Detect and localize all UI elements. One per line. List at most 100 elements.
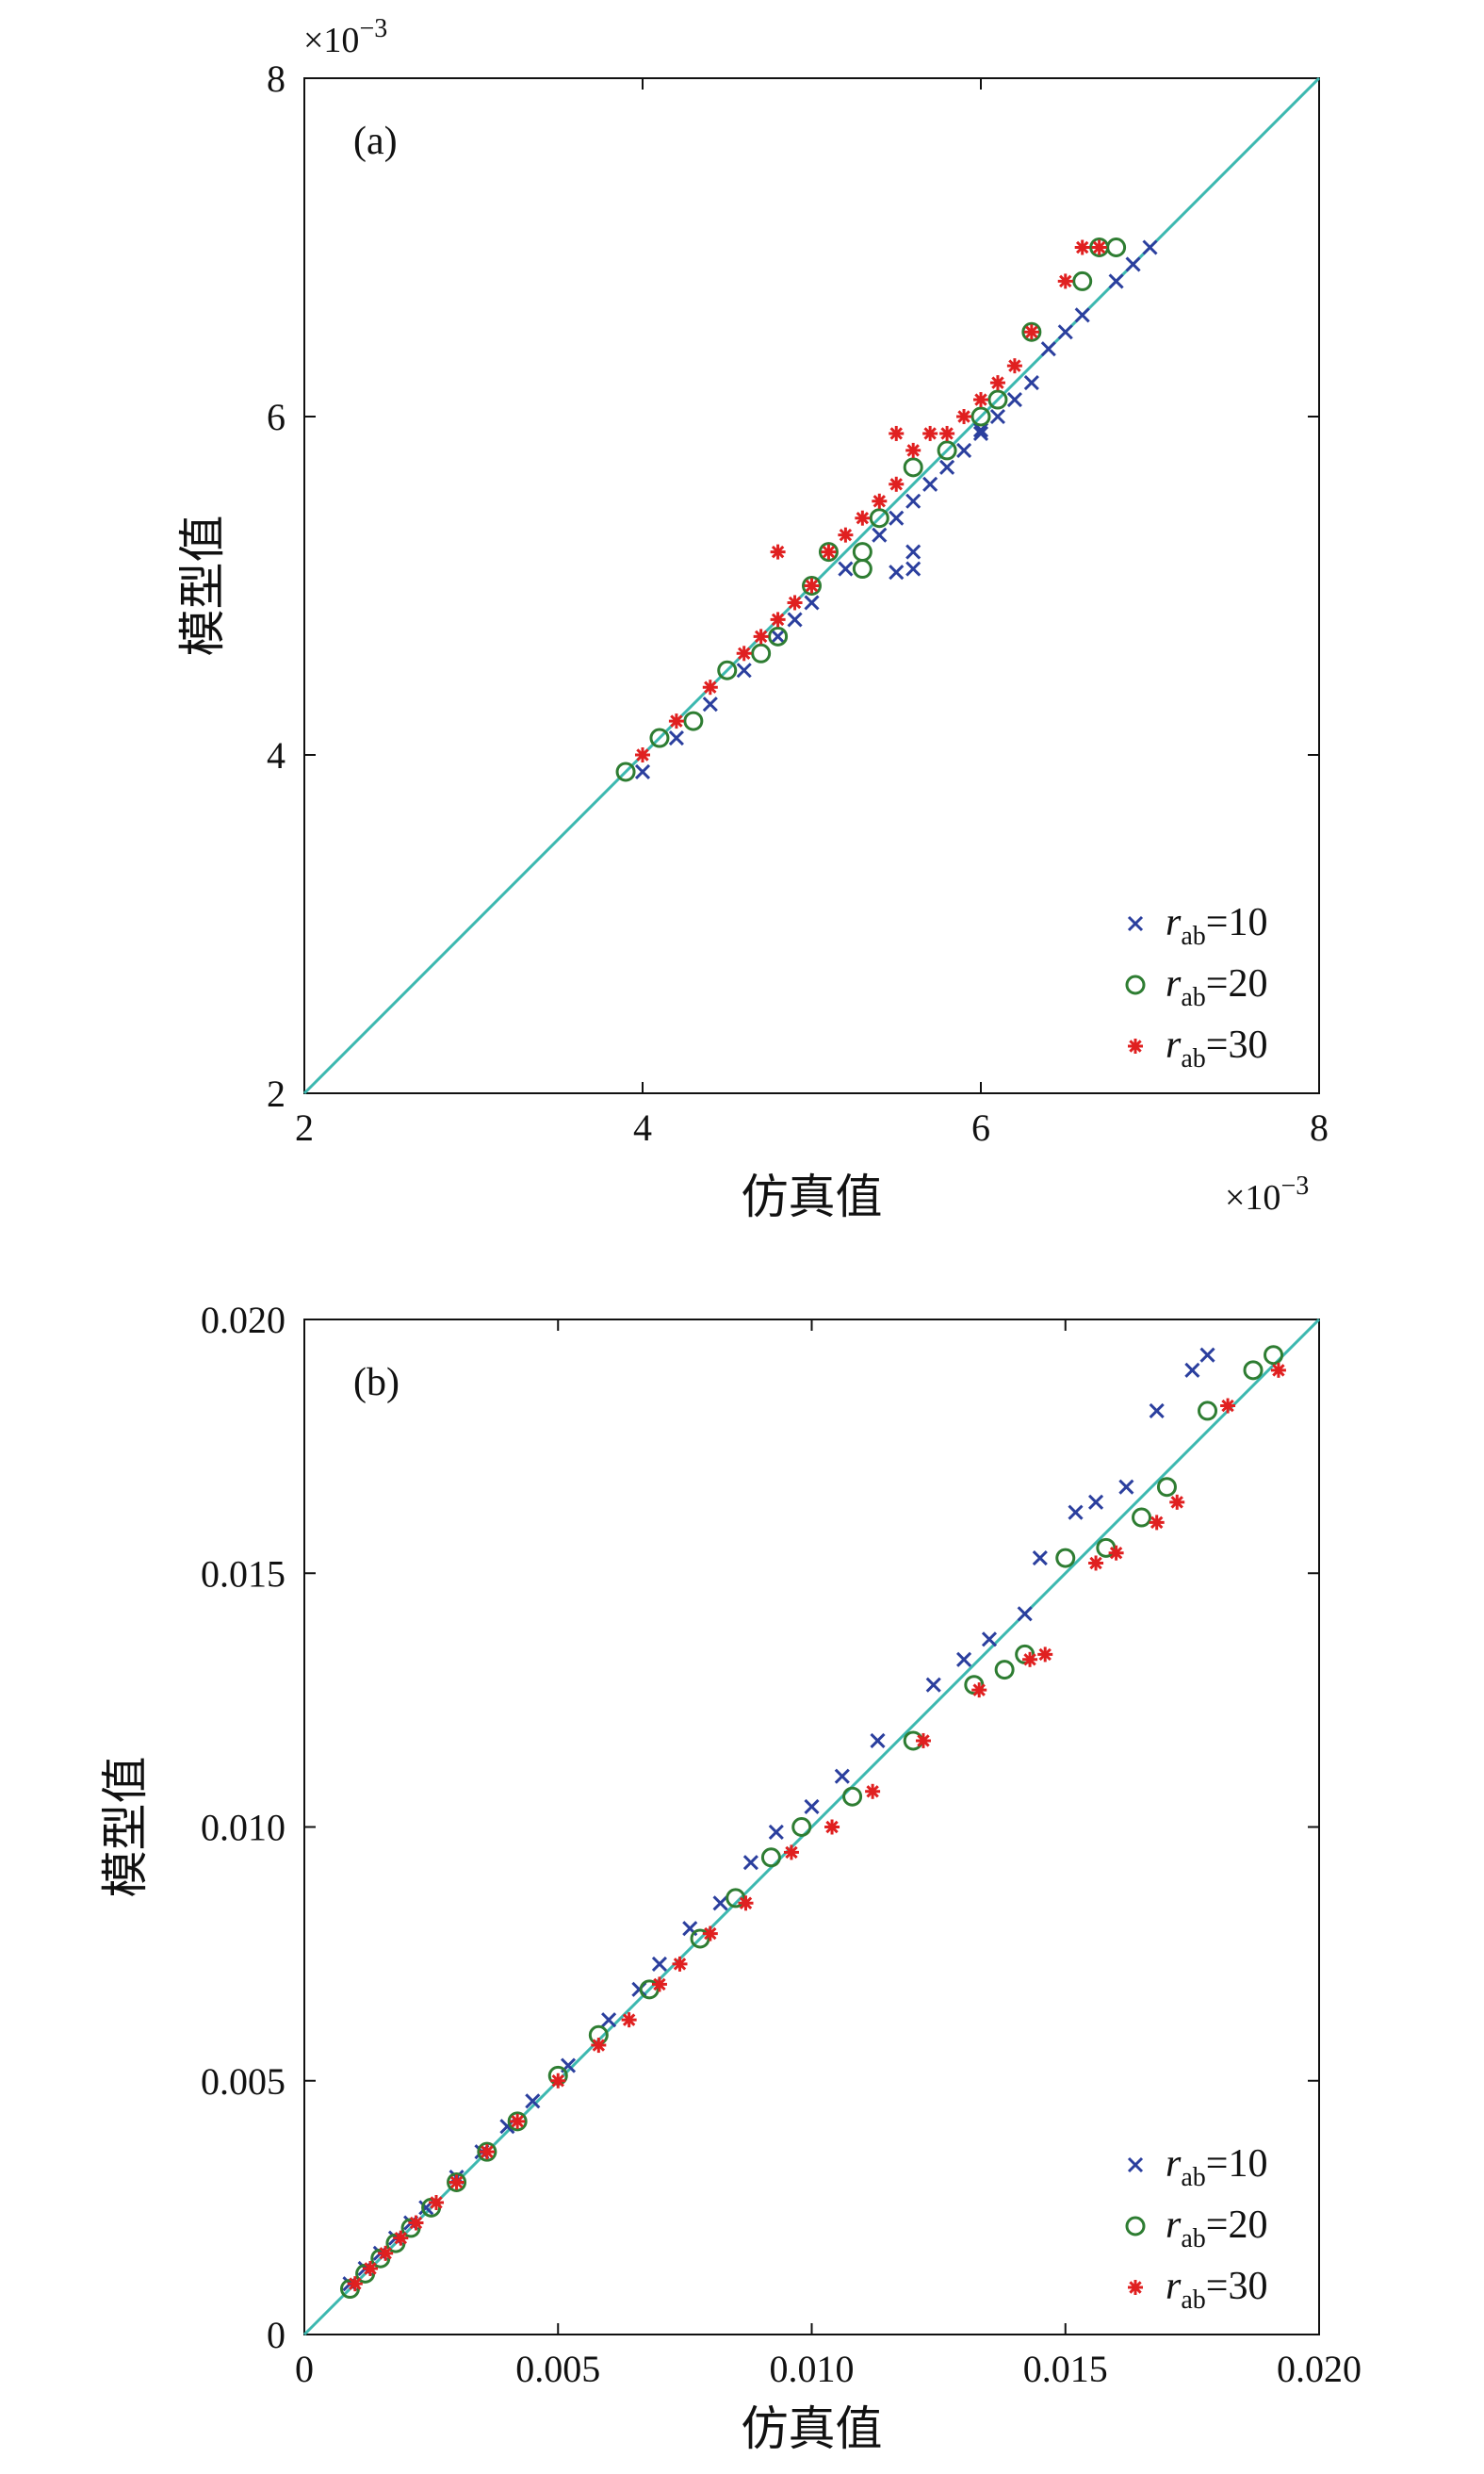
data-point: [702, 1925, 718, 1942]
data-point: [1106, 238, 1127, 257]
legend: rab=10 rab=20 rab=30: [1125, 901, 1267, 1073]
x-tick-label: 0.015: [1023, 2348, 1108, 2390]
legend-marker: [1125, 975, 1146, 995]
y-tick-label: 0: [267, 2314, 285, 2356]
data-point: [889, 476, 905, 492]
data-point: [939, 425, 955, 441]
data-point: [821, 544, 837, 560]
data-point: [378, 2245, 394, 2261]
series-x: [634, 239, 1158, 780]
y-axis-label: 模型值: [175, 516, 230, 657]
data-point: [1017, 1606, 1033, 1622]
data-point: [922, 425, 938, 441]
data-point: [981, 1631, 998, 1647]
x-tick-label: 2: [295, 1106, 314, 1149]
data-point: [621, 2012, 637, 2028]
data-point: [447, 2171, 467, 2192]
data-point: [989, 375, 1005, 391]
data-point: [955, 1651, 972, 1667]
data-point: [753, 629, 769, 645]
data-point: [1264, 1345, 1284, 1366]
data-point: [1118, 1479, 1134, 1495]
data-point: [672, 1956, 688, 1972]
y-tick-label: 0.010: [201, 1807, 285, 1849]
x-tick-label: 8: [1310, 1106, 1329, 1149]
y-tick-label: 0.005: [201, 2060, 285, 2103]
legend-label: rab=30: [1166, 2265, 1267, 2315]
data-point: [971, 1682, 987, 1698]
data-point: [1055, 1548, 1076, 1568]
data-point: [510, 2113, 526, 2129]
x-axis-label: 仿真值: [742, 2401, 883, 2456]
data-point: [1023, 324, 1039, 340]
legend-marker: [1127, 2156, 1144, 2173]
data-point: [742, 1855, 758, 1871]
legend-label: rab=10: [1166, 901, 1267, 951]
data-point: [783, 1844, 799, 1860]
data-point: [751, 643, 772, 664]
data-point: [1088, 1555, 1104, 1571]
panel-label: (a): [353, 120, 398, 163]
y-tick-label: 0.015: [201, 1552, 285, 1595]
data-point: [1021, 321, 1042, 342]
data-point: [905, 493, 921, 509]
data-point: [989, 408, 1006, 425]
x-tick-label: 0.010: [770, 2348, 855, 2390]
data-point: [787, 612, 803, 628]
panel-label: (b): [353, 1361, 400, 1404]
data-point: [770, 629, 786, 645]
data-point: [1169, 1494, 1185, 1510]
data-point: [889, 425, 905, 441]
data-point: [1040, 341, 1056, 357]
data-point: [683, 711, 704, 731]
x-scale-multiplier: ×10−3: [1225, 1171, 1309, 1218]
data-point: [915, 1732, 931, 1748]
data-point: [1184, 1362, 1200, 1378]
data-point: [1006, 391, 1022, 408]
legend-label: rab=20: [1166, 2204, 1267, 2253]
data-point: [905, 561, 921, 577]
data-point: [922, 476, 938, 492]
data-point: [668, 713, 684, 729]
x-tick-label: 0: [295, 2348, 314, 2390]
data-point: [925, 1677, 941, 1693]
data-point: [393, 2230, 409, 2246]
data-point: [872, 527, 888, 543]
data-point: [1096, 1537, 1117, 1558]
data-point: [591, 2038, 607, 2054]
plot-frame: [303, 77, 1320, 1094]
data-point: [550, 2073, 566, 2089]
data-point: [770, 612, 786, 628]
data-point: [479, 2144, 495, 2160]
data-point: [987, 389, 1008, 410]
data-point: [1243, 1360, 1264, 1381]
data-point: [477, 2141, 497, 2162]
y-axis-label: 模型值: [98, 1757, 153, 1898]
series-o: [615, 238, 1127, 782]
data-point: [872, 493, 888, 509]
data-point: [770, 544, 786, 560]
legend-label: rab=20: [1166, 962, 1267, 1012]
data-point: [889, 510, 905, 526]
data-point: [1074, 239, 1090, 255]
legend: rab=10 rab=20 rab=30: [1125, 2142, 1267, 2315]
data-point: [601, 2012, 617, 2028]
data-point: [736, 646, 752, 662]
scatter-panel-b: 0 0.005 0.010 0.015 0.020 0 0.005 0.010 0.015 0.0…: [98, 1299, 1362, 2456]
y-tick-label: 0.020: [201, 1299, 285, 1341]
data-point: [1023, 375, 1039, 391]
data-point: [1032, 1550, 1048, 1566]
data-point: [972, 425, 989, 442]
data-point: [1108, 1545, 1124, 1561]
data-point: [804, 1798, 820, 1815]
data-point: [726, 1888, 746, 1909]
data-point: [702, 696, 718, 713]
data-point: [994, 1660, 1015, 1680]
data-point: [791, 1817, 812, 1837]
data-point: [363, 2260, 379, 2276]
x-axis-label: 仿真值: [742, 1170, 883, 1224]
data-point: [1072, 270, 1093, 291]
data-point: [717, 660, 738, 680]
data-point: [1199, 1347, 1215, 1363]
data-point: [1057, 273, 1073, 289]
